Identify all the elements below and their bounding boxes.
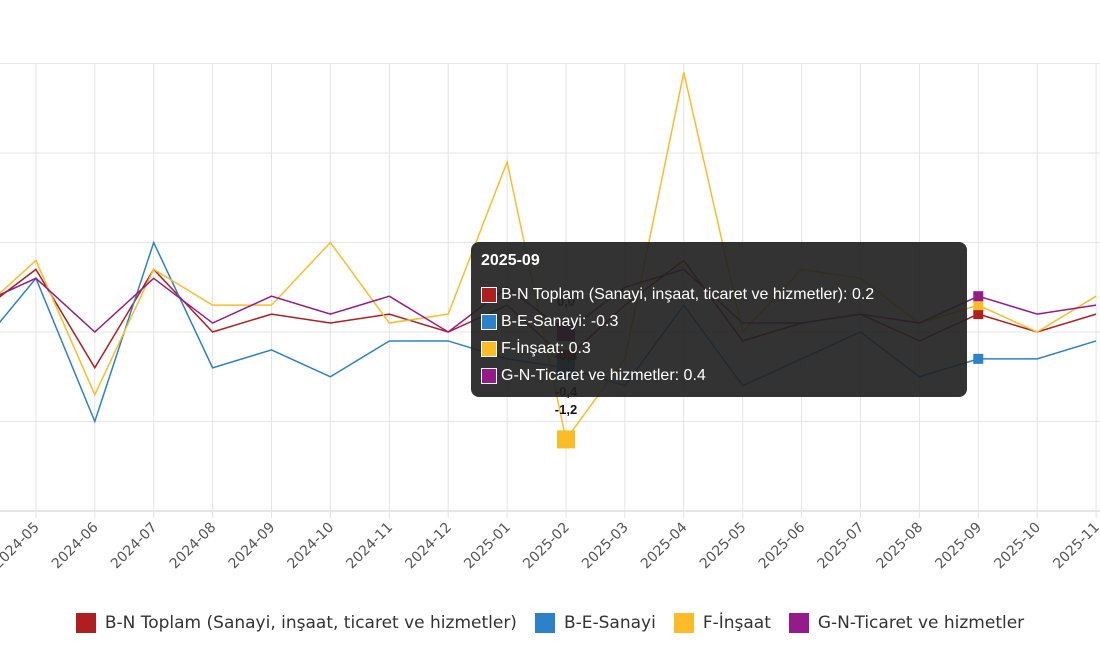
x-tick-label: 2024-08 [167,520,220,573]
legend-swatch-icon [673,613,694,633]
hover-point-marker[interactable] [973,291,984,302]
tooltip-swatch-icon [481,286,497,303]
tooltip-row-total: B-N Toplam (Sanayi, inşaat, ticaret ve h… [481,281,957,308]
x-tick-label: 2024-12 [402,520,455,573]
tooltip-row-label: B-N Toplam (Sanayi, inşaat, ticaret ve h… [501,285,875,303]
legend-label: G-N-Ticaret ve hizmetler [817,613,1025,633]
x-tick-label: 2025-10 [991,520,1044,573]
data-label: -1,2 [555,402,577,417]
x-tick-label: 2024-11 [343,520,396,573]
legend-label: B-E-Sanayi [563,613,656,633]
x-tick-label: 2025-07 [815,520,868,573]
legend-item-industry[interactable]: B-E-Sanayi [534,613,656,633]
tooltip-row-label: B-E-Sanayi: -0.3 [501,312,619,330]
x-tick-label: 2025-02 [520,520,573,573]
legend-swatch-icon [534,613,555,633]
x-tick-label: 2025-04 [638,519,691,572]
legend-item-trade-services[interactable]: G-N-Ticaret ve hizmetler [788,613,1025,633]
x-tick-label: 2024-10 [285,520,338,573]
x-tick-label: 2025-09 [932,520,985,573]
x-tick-label: 2025-05 [697,520,750,573]
x-tick-label: 2025-06 [756,519,809,572]
tooltip-swatch-icon [481,313,497,330]
legend-label: B-N Toplam (Sanayi, inşaat, ticaret ve h… [104,613,517,633]
tooltip-title: 2025-09 [481,252,540,269]
legend-label: F-İnşaat [702,613,771,633]
x-tick-label: 2025-01 [461,520,514,573]
tooltip-row-trade-services: G-N-Ticaret ve hizmetler: 0.4 [481,362,957,389]
legend-swatch-icon [75,613,96,633]
x-tick-label: 2025-03 [579,520,632,573]
tooltip-row-label: G-N-Ticaret ve hizmetler: 0.4 [501,366,706,384]
tooltip-row-label: F-İnşaat: 0.3 [501,339,591,357]
x-tick-label: 2025-08 [874,520,927,573]
x-tick-label: 2024-05 [0,520,43,573]
hover-tooltip: 2025-09 B-N Toplam (Sanayi, inşaat, tica… [471,242,967,397]
hover-point-marker[interactable] [973,300,984,311]
hover-point-marker[interactable] [973,309,984,320]
tooltip-row-industry: B-E-Sanayi: -0.3 [481,308,957,335]
tooltip-row-construction: F-İnşaat: 0.3 [481,335,957,362]
tooltip-swatch-icon [481,340,497,357]
x-tick-label: 2025-11 [1050,520,1100,573]
legend-swatch-icon [788,613,809,633]
x-tick-label: 2024-06 [49,519,102,572]
hover-point-marker[interactable] [973,353,984,364]
x-tick-label: 2024-07 [108,520,161,573]
x-axis-ticks: 2024-042024-052024-062024-072024-082024-… [0,519,1100,572]
highlight-point-marker[interactable] [557,430,575,449]
chart-legend: B-N Toplam (Sanayi, inşaat, ticaret ve h… [0,606,1100,640]
legend-item-total[interactable]: B-N Toplam (Sanayi, inşaat, ticaret ve h… [75,613,517,633]
tooltip-swatch-icon [481,367,497,384]
x-tick-label: 2024-09 [226,520,279,573]
legend-item-construction[interactable]: F-İnşaat [673,613,771,633]
